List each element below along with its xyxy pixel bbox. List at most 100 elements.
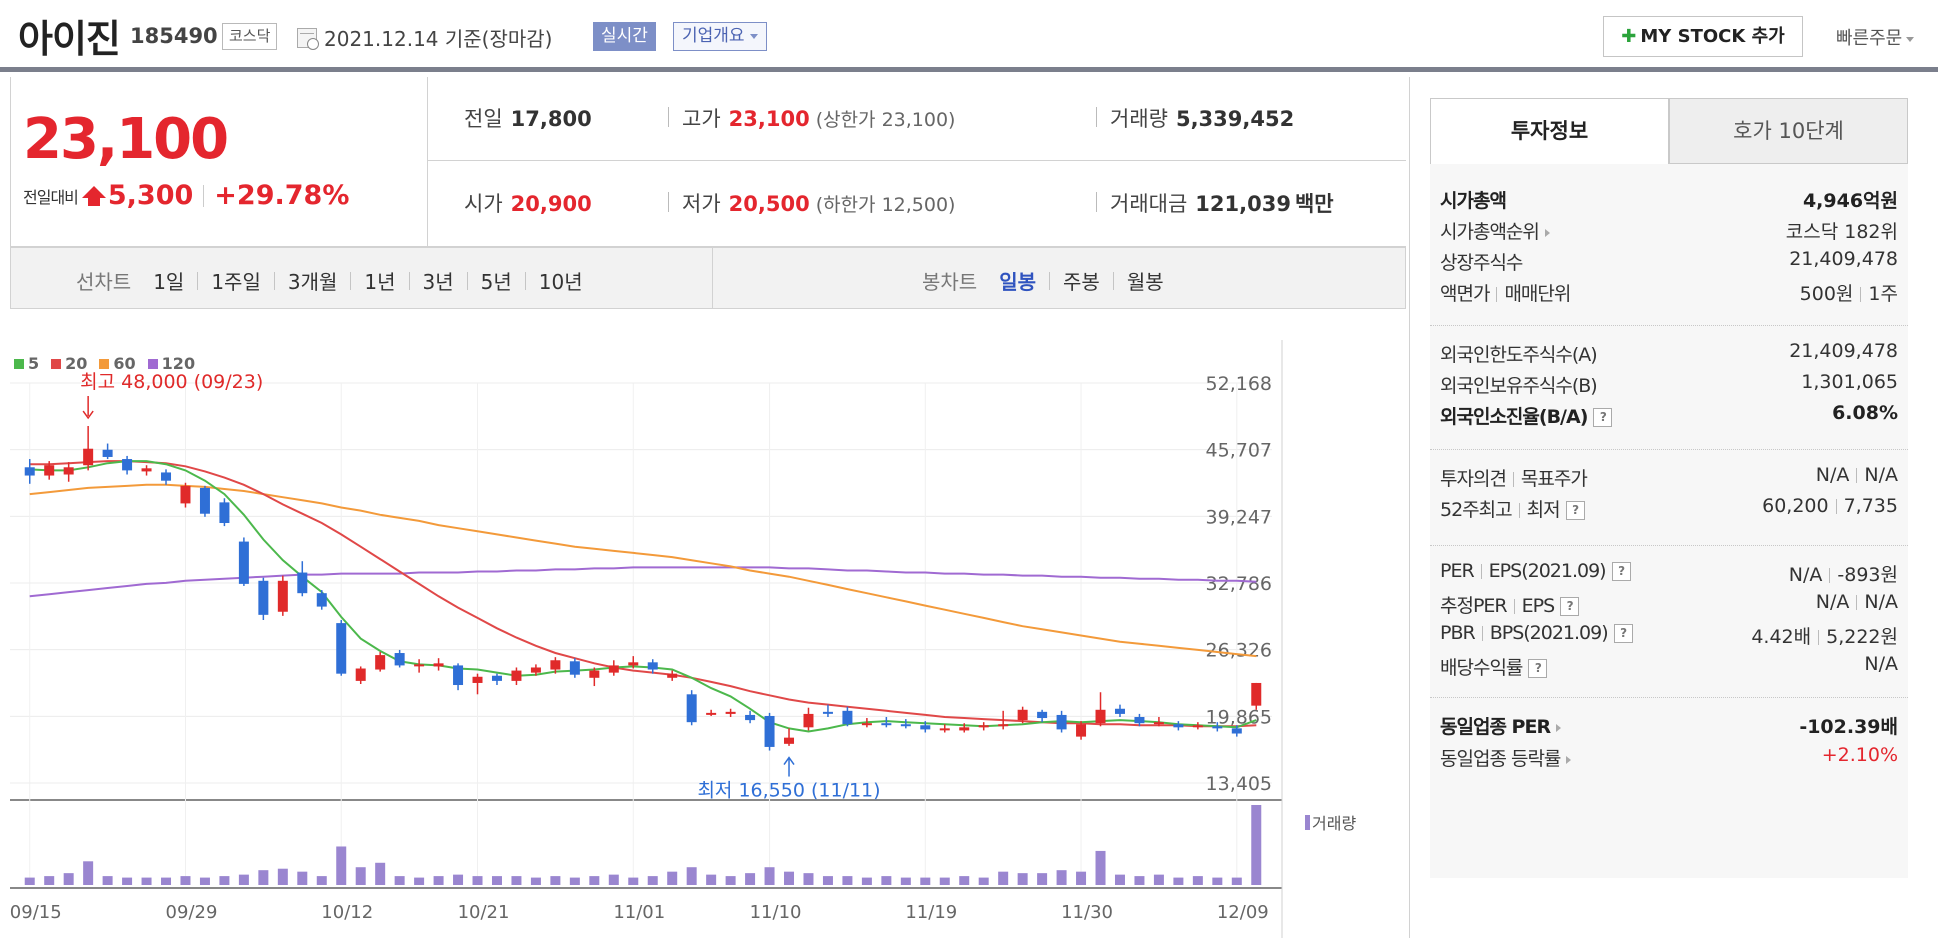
candle	[491, 675, 502, 681]
help-icon[interactable]: ?	[1565, 501, 1585, 520]
line_periods-3[interactable]: 1년	[364, 270, 396, 294]
volume-bar	[764, 867, 775, 885]
volume-bar	[161, 877, 172, 885]
candle	[939, 728, 950, 731]
volume-bar	[1251, 805, 1262, 885]
info-row: 배당수익률? N/A	[1440, 653, 1898, 679]
candle-chart-periods: 봉차트 일봉 주봉 월봉	[922, 266, 1164, 295]
arrow-right-icon[interactable]	[1556, 723, 1562, 732]
plus-icon: ✚	[1621, 26, 1637, 47]
realtime-button[interactable]: 실시간	[593, 22, 656, 51]
volume-bar	[530, 877, 541, 885]
company-overview-dropdown[interactable]: 기업개요	[673, 22, 767, 51]
candle	[589, 670, 600, 678]
candle	[472, 676, 483, 683]
candle	[998, 724, 1009, 727]
y-tick-label: 19,865	[1206, 706, 1272, 728]
quick-order-dropdown[interactable]: 빠른주문	[1836, 24, 1915, 50]
price-summary: 전일 17,800 고가 23,100 (상한가 23,100) 거래량 5,339,4…	[428, 77, 1406, 247]
tab-orderbook[interactable]: 호가 10단계	[1669, 98, 1908, 164]
x-tick-label: 11/19	[905, 902, 957, 923]
volume-bar	[1056, 870, 1067, 885]
help-icon[interactable]: ?	[1611, 562, 1631, 581]
line_periods-2[interactable]: 3개월	[287, 270, 338, 294]
line_periods-6[interactable]: 10년	[538, 270, 583, 294]
line_periods-4[interactable]: 3년	[422, 270, 454, 294]
volume-bar	[745, 873, 756, 885]
candle	[686, 694, 697, 723]
volume-bar	[628, 877, 639, 885]
y-tick-label: 26,326	[1206, 640, 1272, 662]
line_periods-1[interactable]: 1주일	[211, 270, 261, 294]
volume-bar	[277, 868, 288, 885]
add-my-stock-button[interactable]: ✚ MY STOCK 추가	[1603, 16, 1803, 57]
candle	[258, 580, 269, 615]
volume-bar	[414, 877, 425, 885]
volume-bar	[102, 876, 113, 885]
investment-info-body: 시가총액 4,946억원 시가총액순위 코스닥 182위 상장주식수 21,409,478…	[1430, 164, 1908, 878]
legend-swatch	[147, 358, 158, 369]
low-arrow-head	[783, 756, 795, 765]
arrow-right-icon[interactable]	[1544, 228, 1550, 237]
current-price: 23,100	[23, 107, 229, 172]
candle	[375, 655, 386, 670]
day-high: 고가 23,100 (상한가 23,100)	[682, 107, 956, 131]
help-icon[interactable]: ?	[1528, 659, 1548, 678]
help-icon[interactable]: ?	[1593, 408, 1613, 427]
candle	[706, 712, 717, 715]
candle_periods-0[interactable]: 일봉	[999, 270, 1037, 294]
info-row: 외국인보유주식수(B) 1,301,065	[1440, 371, 1898, 397]
volume-bar	[608, 874, 619, 885]
candle	[745, 714, 756, 721]
help-icon[interactable]: ?	[1613, 624, 1633, 643]
candle	[803, 713, 814, 728]
up-arrow-icon	[81, 185, 106, 206]
candle	[63, 467, 74, 475]
candle	[861, 723, 872, 726]
info-row: 상장주식수 21,409,478	[1440, 248, 1898, 274]
candle	[1076, 724, 1087, 737]
volume-bar	[842, 876, 853, 885]
info-row: 시가총액순위 코스닥 182위	[1440, 221, 1898, 243]
candle	[511, 670, 522, 681]
candle	[1231, 728, 1242, 734]
candle	[141, 468, 152, 472]
y-tick-label: 45,707	[1206, 440, 1272, 462]
tab-investment-info[interactable]: 투자정보	[1430, 98, 1669, 164]
candle	[667, 673, 678, 678]
volume-bar	[1231, 877, 1242, 885]
candle	[1173, 724, 1184, 728]
candle	[1037, 711, 1048, 719]
volume-bar	[706, 874, 717, 885]
high-arrow-head	[82, 410, 94, 420]
info-section-sec4: PER EPS(2021.09)? N/A -893원 추정PER EPS? N/A N/A P…	[1430, 546, 1908, 698]
candle_periods-1[interactable]: 주봉	[1063, 270, 1100, 294]
candle	[394, 653, 405, 666]
help-icon[interactable]: ?	[1560, 597, 1580, 616]
info-section-sec3: 투자의견 목표주가 N/A N/A 52주최고 최저? 60,200 7,735	[1430, 450, 1908, 546]
candle	[881, 723, 892, 726]
series-line-ma5	[29, 460, 1257, 733]
volume-bar	[141, 877, 152, 885]
info-row: 외국인한도주식수(A) 21,409,478	[1440, 340, 1898, 366]
line_periods-5[interactable]: 5년	[480, 270, 512, 294]
volume-bar	[1037, 873, 1048, 885]
volume-bar	[725, 876, 736, 885]
calendar-icon	[297, 28, 319, 50]
low-annotation: 최저 16,550 (11/11)	[697, 780, 880, 802]
x-tick-label: 12/09	[1217, 902, 1269, 923]
candle	[900, 724, 911, 727]
volume-bar	[336, 846, 347, 885]
candle	[199, 487, 210, 514]
candle	[550, 660, 561, 670]
arrow-right-icon[interactable]	[1566, 755, 1572, 764]
change-label: 전일대비	[23, 187, 79, 207]
candle	[219, 502, 230, 524]
line_periods-0[interactable]: 1일	[153, 270, 185, 294]
candle_periods-2[interactable]: 월봉	[1126, 270, 1164, 294]
info-section-sec1: 시가총액 4,946억원 시가총액순위 코스닥 182위 상장주식수 21,409,478…	[1430, 172, 1908, 326]
high-annotation: 최고 48,000 (09/23)	[80, 371, 263, 393]
candle	[1251, 682, 1262, 706]
volume-bar	[959, 876, 970, 885]
change-amount: 5,300	[107, 180, 194, 211]
